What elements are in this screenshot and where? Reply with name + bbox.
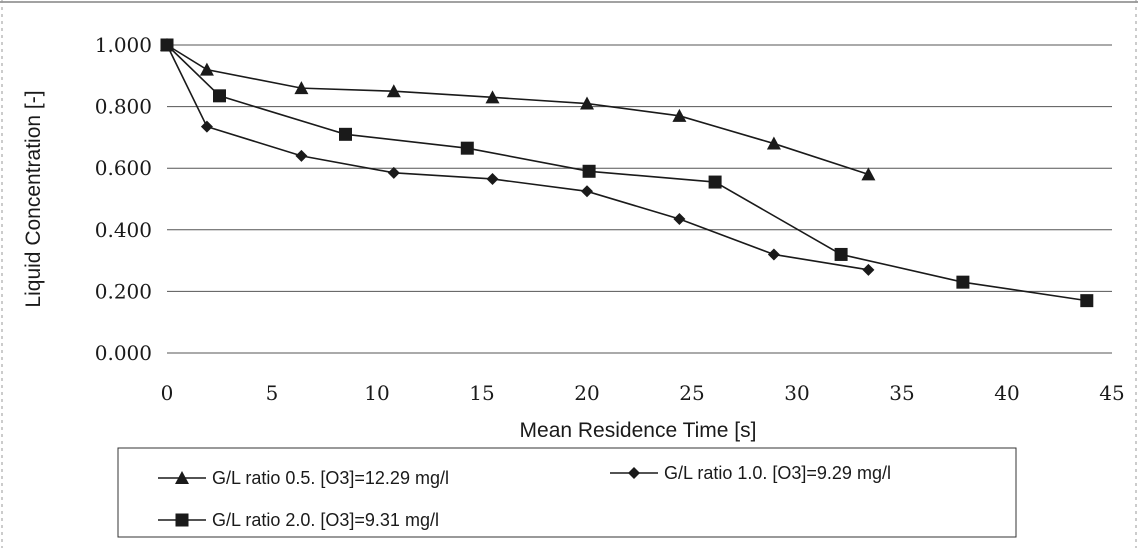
series-triangle <box>160 38 876 181</box>
y-tick-label: 0.600 <box>95 156 152 180</box>
x-axis-title: Mean Residence Time [s] <box>520 419 757 442</box>
data-point-diamond <box>673 213 686 226</box>
legend-marker-square <box>175 513 189 527</box>
legend-items: G/L ratio 0.5. [O3]=12.29 mg/l G/L ratio … <box>158 463 891 530</box>
data-point-square <box>339 127 352 141</box>
data-point-triangle <box>386 84 401 98</box>
data-point-triangle <box>672 108 687 122</box>
data-point-triangle <box>580 96 594 110</box>
legend-marker-triangle <box>175 471 189 484</box>
series-square <box>160 38 1094 308</box>
x-tick-label: 5 <box>266 381 279 405</box>
x-tick-label: 35 <box>889 381 914 405</box>
x-tick-label: 25 <box>679 381 704 405</box>
y-tick-label: 0.200 <box>95 279 152 303</box>
legend-label: G/L ratio 1.0. [O3]=9.29 mg/l <box>664 463 891 483</box>
legend-marker-diamond <box>628 467 640 479</box>
data-point-diamond <box>767 248 780 261</box>
data-point-square <box>582 164 596 178</box>
gridlines <box>167 44 1112 354</box>
x-tick-label: 15 <box>469 381 494 405</box>
x-tick-label: 0 <box>161 381 174 405</box>
legend-item: G/L ratio 0.5. [O3]=12.29 mg/l <box>158 468 449 488</box>
x-tick-label: 30 <box>784 381 809 405</box>
data-point-square <box>213 89 226 103</box>
data-point-triangle <box>766 136 781 150</box>
x-axis-ticks: 0 5 10 15 20 25 30 35 40 45 <box>161 381 1125 405</box>
series-diamond <box>161 39 875 276</box>
legend-item: G/L ratio 1.0. [O3]=9.29 mg/l <box>610 463 891 483</box>
y-tick-label: 0.400 <box>95 218 152 242</box>
data-point-triangle <box>861 167 876 181</box>
legend-item: G/L ratio 2.0. [O3]=9.31 mg/l <box>158 510 439 530</box>
data-point-triangle <box>294 81 309 95</box>
data-point-square <box>160 38 174 52</box>
x-tick-label: 40 <box>994 381 1019 405</box>
data-point-diamond <box>200 120 213 133</box>
data-point-diamond <box>486 172 499 185</box>
data-point-square <box>460 141 474 155</box>
data-point-square <box>834 247 848 261</box>
data-point-diamond <box>387 166 400 179</box>
data-point-square <box>708 175 722 189</box>
y-tick-label: 0.000 <box>95 341 152 365</box>
data-point-triangle <box>485 90 500 104</box>
data-point-diamond <box>295 149 308 162</box>
y-tick-label: 0.800 <box>95 95 152 119</box>
x-tick-label: 45 <box>1099 381 1124 405</box>
y-axis-title: Liquid Concentration [-] <box>22 90 45 307</box>
legend-box <box>117 447 1017 538</box>
legend: G/L ratio 0.5. [O3]=12.29 mg/l G/L ratio … <box>117 447 1017 538</box>
x-tick-label: 10 <box>364 381 389 405</box>
x-tick-label: 20 <box>574 381 599 405</box>
y-axis-ticks: 0.000 0.200 0.400 0.600 0.800 1.000 <box>95 33 152 365</box>
y-tick-label: 1.000 <box>95 33 152 57</box>
data-point-square <box>956 275 970 289</box>
series-layer <box>160 38 1094 308</box>
legend-label: G/L ratio 2.0. [O3]=9.31 mg/l <box>212 510 439 530</box>
data-point-diamond <box>581 185 593 198</box>
data-point-diamond <box>862 263 875 276</box>
data-point-triangle <box>199 62 214 76</box>
legend-label: G/L ratio 0.5. [O3]=12.29 mg/l <box>212 468 449 488</box>
data-point-square <box>1080 294 1094 308</box>
